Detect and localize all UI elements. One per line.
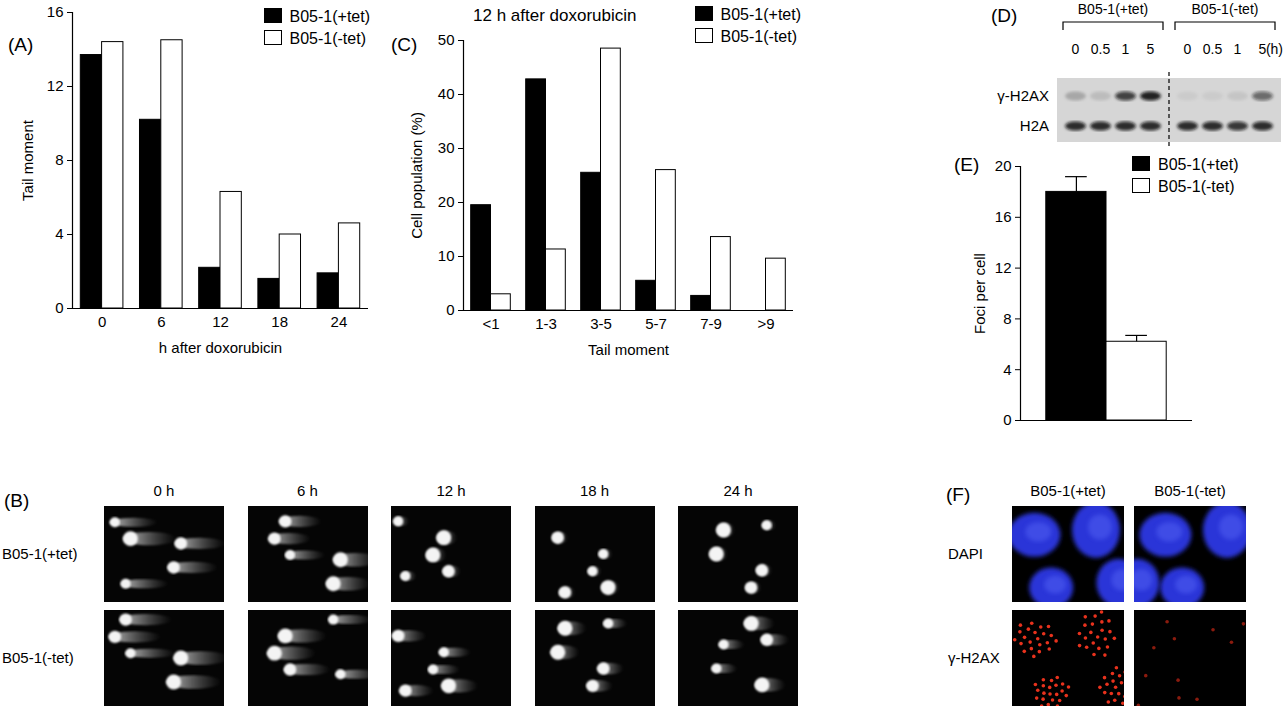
html-text:(C): (C) [391,34,418,55]
html-text:(E): (E) [954,154,980,175]
svg-text:(h): (h) [1266,41,1283,57]
svg-text:4: 4 [1003,361,1011,378]
svg-text:16: 16 [995,208,1012,225]
html-text:B05-1(+tet): B05-1(+tet) [1030,482,1106,499]
svg-text:h after doxorubicin: h after doxorubicin [159,339,282,356]
svg-text:24: 24 [331,313,348,330]
html-text:B05-1(-tet): B05-1(-tet) [2,649,74,666]
svg-text:B05-1(-tet): B05-1(-tet) [1192,1,1259,17]
html-text:6 h: 6 h [297,482,318,499]
svg-text:18: 18 [271,313,288,330]
svg-text:1: 1 [1234,41,1242,57]
svg-text:0.5: 0.5 [1091,41,1111,57]
html-text:B05-1(-tet): B05-1(-tet) [720,28,797,45]
html-text:18 h: 18 h [579,482,610,499]
svg-text:>9: >9 [757,315,774,332]
svg-text:40: 40 [438,85,455,102]
svg-text:20: 20 [438,193,455,210]
html-text:(B): (B) [4,490,30,511]
html-text:(F): (F) [946,484,971,505]
svg-text:Cell population (%): Cell population (%) [408,112,425,239]
svg-text:1: 1 [1122,41,1130,57]
svg-text:1-3: 1-3 [535,315,557,332]
svg-text:Tail moment: Tail moment [588,341,670,358]
html-text:12 h: 12 h [436,482,466,499]
html-text:B05-1(-tet): B05-1(-tet) [1154,482,1226,499]
svg-text:6: 6 [157,313,165,330]
svg-text:12: 12 [47,77,64,94]
html-text:(A): (A) [8,34,34,55]
svg-text:10: 10 [438,247,455,264]
svg-text:γ-H2AX: γ-H2AX [997,87,1049,104]
svg-text:0: 0 [1184,41,1192,57]
svg-text:B05-1(+tet): B05-1(+tet) [1078,1,1148,17]
html-text:12 h after doxorubicin: 12 h after doxorubicin [473,6,637,25]
svg-text:Foci per cell: Foci per cell [971,253,988,334]
html-text:24 h: 24 h [723,482,753,499]
html-text:B05-1(+tet): B05-1(+tet) [720,6,801,23]
html-text:γ-H2AX: γ-H2AX [948,649,1000,666]
svg-text:30: 30 [438,139,455,156]
svg-text:0: 0 [1003,411,1011,428]
svg-text:0.5: 0.5 [1203,41,1223,57]
html-text:0 h: 0 h [153,482,175,499]
svg-text:7-9: 7-9 [700,315,722,332]
svg-text:0: 0 [98,313,106,330]
svg-text:H2A: H2A [1020,117,1049,134]
svg-text:20: 20 [995,157,1012,174]
html-text:B05-1(-tet): B05-1(-tet) [289,30,366,47]
svg-text:Tail moment: Tail moment [19,119,36,201]
html-text:B05-1(-tet): B05-1(-tet) [1158,178,1235,195]
svg-text:5-7: 5-7 [645,315,667,332]
svg-text:0: 0 [55,299,63,316]
html-text:DAPI: DAPI [948,545,983,562]
svg-text:8: 8 [55,151,63,168]
svg-text:<1: <1 [482,315,499,332]
svg-text:3-5: 3-5 [590,315,612,332]
svg-text:0: 0 [446,301,454,318]
html-text:B05-1(+tet): B05-1(+tet) [1158,156,1239,173]
svg-text:16: 16 [47,3,64,20]
svg-text:5: 5 [1258,41,1267,57]
svg-text:0: 0 [1072,41,1080,57]
html-text:B05-1(+tet): B05-1(+tet) [289,8,370,25]
svg-text:8: 8 [1003,310,1011,327]
svg-text:4: 4 [55,225,63,242]
svg-text:12: 12 [212,313,229,330]
svg-text:50: 50 [438,31,455,48]
svg-text:(D): (D) [991,5,1017,26]
svg-text:12: 12 [995,259,1012,276]
svg-text:5: 5 [1147,41,1155,57]
html-text:B05-1(+tet): B05-1(+tet) [2,545,78,562]
